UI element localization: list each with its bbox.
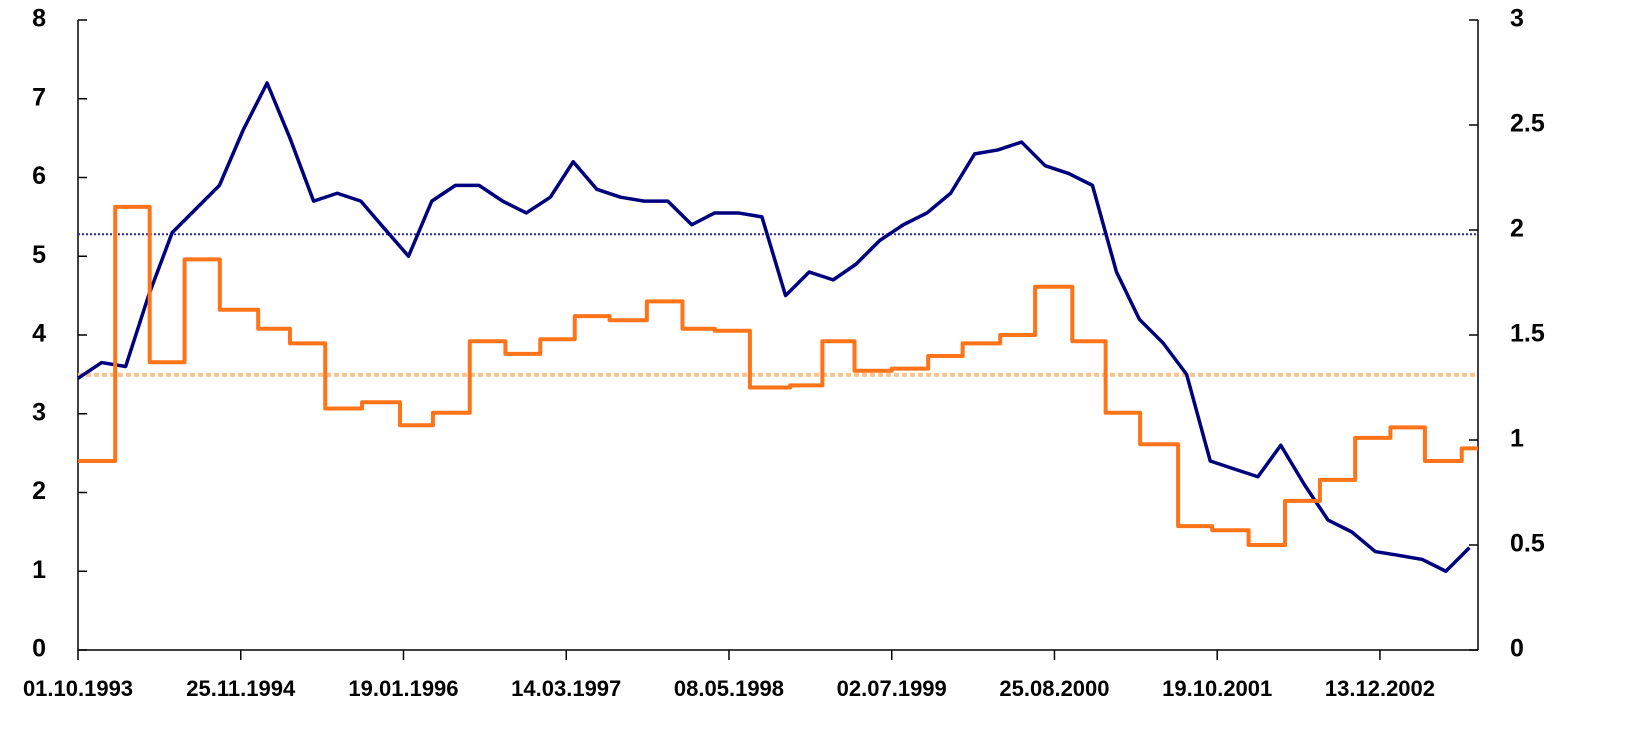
y2-tick-label: 0.5 xyxy=(1510,530,1545,558)
x-tick-label: 19.10.2001 xyxy=(1162,676,1272,701)
x-tick-label: 14.03.1997 xyxy=(511,676,621,701)
y2-tick-label: 3 xyxy=(1510,5,1524,33)
y-tick-label: 4 xyxy=(32,320,46,348)
x-tick-label: 08.05.1998 xyxy=(674,676,784,701)
x-tick-label: 02.07.1999 xyxy=(837,676,947,701)
y2-tick-label: 0 xyxy=(1510,635,1524,663)
x-tick-label: 25.11.1994 xyxy=(186,676,296,701)
x-tick-label: 19.01.1996 xyxy=(348,676,458,701)
series-line xyxy=(77,81,1471,573)
x-tick-label: 13.12.2002 xyxy=(1325,676,1435,701)
series-line xyxy=(78,204,1478,547)
y2-tick-label: 1.5 xyxy=(1510,320,1545,348)
y2-tick-label: 2 xyxy=(1510,215,1524,243)
y2-tick-label: 1 xyxy=(1510,425,1524,453)
x-tick-label: 25.08.2000 xyxy=(999,676,1109,701)
y-tick-label: 8 xyxy=(32,5,46,33)
y-tick-label: 3 xyxy=(32,398,46,426)
y-tick-label: 0 xyxy=(32,635,46,663)
y-tick-label: 1 xyxy=(32,556,46,584)
y-tick-label: 6 xyxy=(32,162,46,190)
y2-tick-label: 2.5 xyxy=(1510,110,1545,138)
y-tick-label: 7 xyxy=(32,83,46,111)
x-tick-label: 01.10.1993 xyxy=(23,676,133,701)
y-tick-label: 2 xyxy=(32,477,46,505)
y-tick-label: 5 xyxy=(32,241,46,269)
